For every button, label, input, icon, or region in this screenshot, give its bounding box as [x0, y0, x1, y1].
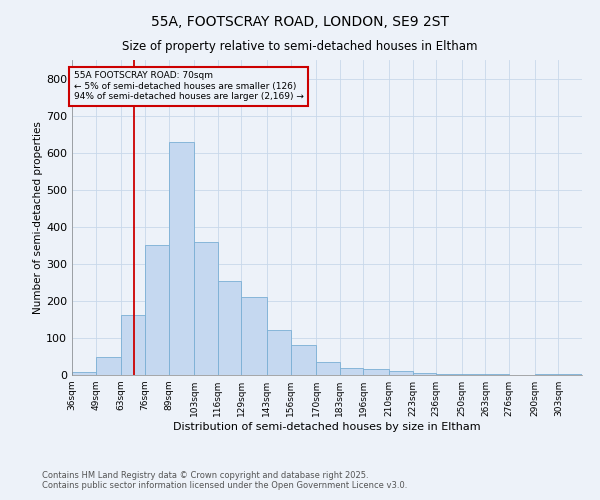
Bar [145, 246, 169, 375]
Text: Size of property relative to semi-detached houses in Eltham: Size of property relative to semi-detach… [122, 40, 478, 53]
Bar [559, 374, 582, 375]
Bar [169, 142, 194, 375]
Bar [535, 374, 559, 375]
Bar [364, 370, 389, 375]
Bar [121, 314, 145, 375]
Text: Contains HM Land Registry data © Crown copyright and database right 2025.
Contai: Contains HM Land Registry data © Crown c… [42, 470, 407, 490]
Bar [436, 374, 462, 375]
Bar [218, 280, 241, 375]
Bar [267, 330, 290, 375]
Bar [462, 374, 485, 375]
Bar [340, 368, 364, 375]
X-axis label: Distribution of semi-detached houses by size in Eltham: Distribution of semi-detached houses by … [173, 422, 481, 432]
Bar [316, 362, 340, 375]
Y-axis label: Number of semi-detached properties: Number of semi-detached properties [33, 121, 43, 314]
Bar [413, 373, 436, 375]
Text: 55A FOOTSCRAY ROAD: 70sqm
← 5% of semi-detached houses are smaller (126)
94% of : 55A FOOTSCRAY ROAD: 70sqm ← 5% of semi-d… [74, 72, 304, 101]
Text: 55A, FOOTSCRAY ROAD, LONDON, SE9 2ST: 55A, FOOTSCRAY ROAD, LONDON, SE9 2ST [151, 15, 449, 29]
Bar [290, 346, 316, 375]
Bar [72, 372, 95, 375]
Bar [194, 242, 218, 375]
Bar [241, 297, 267, 375]
Bar [389, 372, 413, 375]
Bar [95, 357, 121, 375]
Bar [485, 374, 509, 375]
